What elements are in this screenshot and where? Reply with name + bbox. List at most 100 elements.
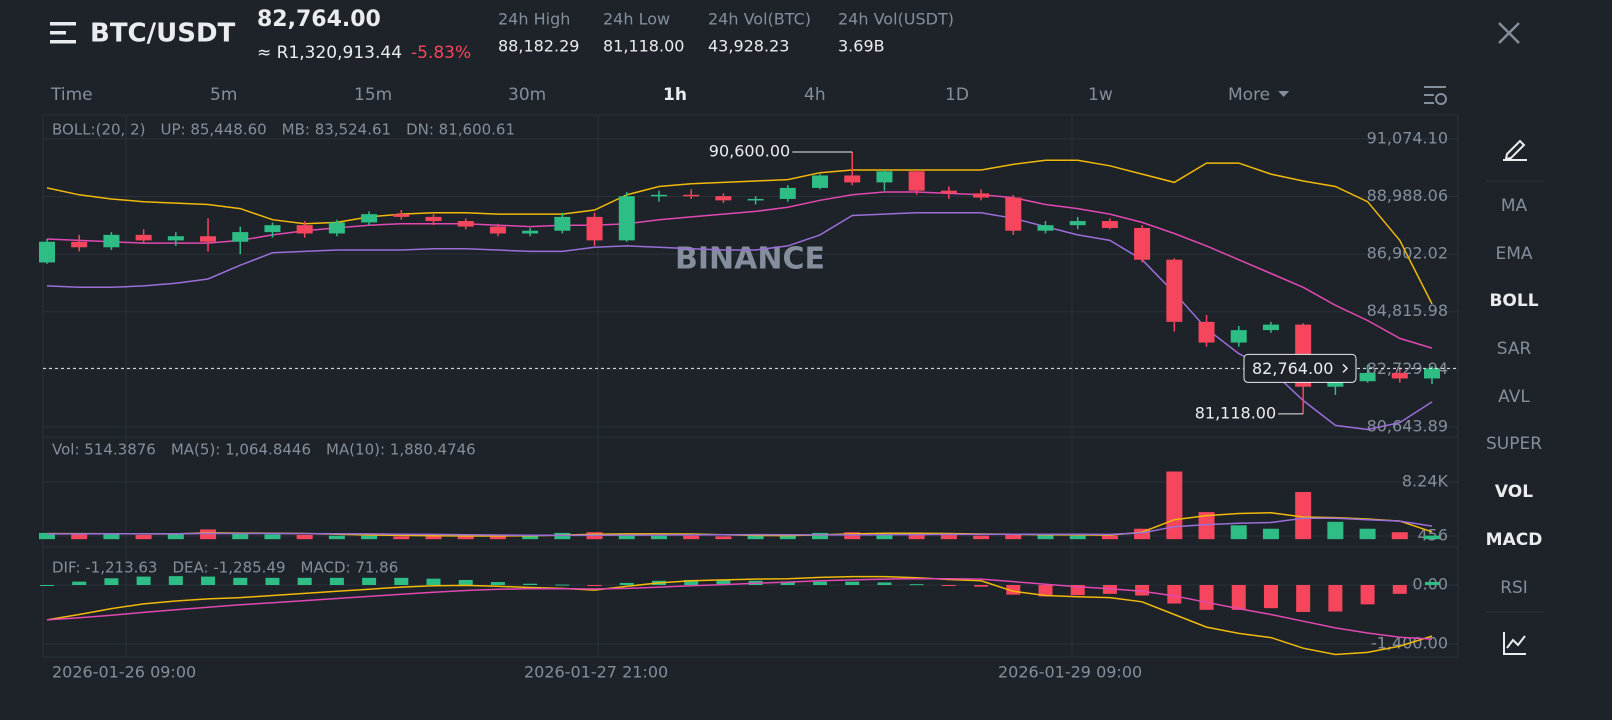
dropdown-arrow bbox=[1278, 91, 1290, 97]
candle-body bbox=[328, 222, 345, 234]
macd-bar bbox=[1231, 585, 1246, 610]
volume-bar bbox=[328, 535, 345, 540]
indicator-tab[interactable]: VOL bbox=[1495, 482, 1533, 502]
indicator-line bbox=[46, 191, 1433, 349]
draw-tool[interactable] bbox=[1503, 139, 1527, 161]
interval-tab[interactable]: 5m bbox=[210, 85, 237, 105]
candle-body bbox=[1327, 381, 1344, 387]
candle-body bbox=[393, 214, 410, 217]
chart-settings[interactable] bbox=[1424, 86, 1447, 105]
close-button[interactable] bbox=[1498, 22, 1520, 44]
interval-tab[interactable]: 30m bbox=[508, 85, 546, 105]
candle-body bbox=[1391, 372, 1408, 379]
legend-item: DEA: -1,285.49 bbox=[172, 559, 285, 577]
volume-bar bbox=[618, 533, 635, 540]
icon bbox=[1504, 139, 1526, 161]
volume-bar bbox=[1101, 535, 1118, 540]
time-label: 2026-01-27 21:00 bbox=[524, 663, 668, 682]
fiat-price: ≈ R1,320,913.44 bbox=[257, 43, 402, 63]
candle-body bbox=[940, 190, 957, 194]
high-marker: 90,600.00 bbox=[709, 142, 790, 161]
icon bbox=[1503, 632, 1526, 655]
macd-bar bbox=[72, 581, 87, 585]
candle-body bbox=[1424, 368, 1440, 379]
indicator-tab[interactable]: EMA bbox=[1495, 244, 1532, 264]
candle-body bbox=[1037, 225, 1054, 231]
indicator-tab[interactable]: BOLL bbox=[1489, 291, 1538, 311]
indicator-tab[interactable]: MACD bbox=[1486, 530, 1543, 550]
candle-body bbox=[844, 175, 861, 183]
legend-item: UP: 85,448.60 bbox=[160, 121, 266, 139]
y-tick-label: 84,815.98 bbox=[1367, 301, 1448, 320]
candle-body bbox=[812, 175, 829, 188]
macd-bar bbox=[941, 585, 956, 586]
interval-tab[interactable]: More bbox=[1228, 85, 1270, 105]
macd-bar bbox=[1263, 585, 1278, 609]
macd-bar bbox=[523, 583, 538, 585]
icon-bar bbox=[50, 31, 66, 35]
volume-bar bbox=[1198, 512, 1215, 540]
low-marker: 81,118.00 bbox=[1195, 403, 1276, 422]
indicator-line bbox=[46, 159, 1433, 305]
macd-bar bbox=[813, 581, 828, 585]
stat-value: 81,118.00 bbox=[603, 37, 684, 56]
menu-button[interactable] bbox=[50, 22, 76, 44]
interval-tab[interactable]: 1D bbox=[945, 85, 969, 105]
candle-body bbox=[103, 234, 120, 248]
indicator-tab[interactable]: MA bbox=[1501, 196, 1528, 216]
legend-item: MA(5): 1,064.8446 bbox=[171, 441, 311, 459]
candle-body bbox=[1134, 227, 1151, 260]
indicator-tab[interactable]: AVL bbox=[1498, 387, 1530, 407]
volume-bar bbox=[103, 533, 120, 540]
icon-bar bbox=[50, 22, 76, 26]
indicator-line bbox=[46, 577, 1433, 640]
interval-tab[interactable]: 1w bbox=[1088, 85, 1113, 105]
indicator-tab[interactable]: RSI bbox=[1500, 578, 1528, 598]
interval-tab[interactable]: 4h bbox=[804, 85, 826, 105]
macd-bar bbox=[974, 585, 989, 587]
volume-bar bbox=[1424, 535, 1440, 540]
candle-body bbox=[908, 171, 925, 191]
interval-tab[interactable]: 15m bbox=[354, 85, 392, 105]
indicator-line bbox=[47, 517, 1433, 537]
macd-bar bbox=[1328, 585, 1343, 612]
volume-bar bbox=[650, 535, 667, 540]
volume-bar bbox=[489, 535, 506, 540]
volume-bar bbox=[1295, 491, 1312, 540]
volume-bar bbox=[200, 529, 217, 540]
macd-bar bbox=[1006, 585, 1021, 595]
macd-bar bbox=[1199, 585, 1214, 610]
volume-bar bbox=[167, 534, 184, 540]
indicator-tool[interactable] bbox=[1503, 632, 1526, 655]
last-price-box[interactable] bbox=[1243, 353, 1357, 383]
volume-bar bbox=[296, 534, 313, 540]
macd-bar bbox=[136, 576, 151, 585]
candle-body bbox=[489, 226, 506, 234]
change: -5.83% bbox=[411, 43, 471, 63]
candle-body bbox=[296, 225, 313, 234]
macd-bar bbox=[362, 577, 377, 585]
macd-bar bbox=[297, 577, 312, 585]
macd-bar bbox=[426, 578, 441, 585]
candle-body bbox=[71, 241, 88, 248]
stat-value: 43,928.23 bbox=[708, 37, 789, 56]
macd-bar bbox=[329, 577, 344, 585]
interval-tab[interactable]: 1h bbox=[663, 85, 687, 105]
indicator-tab[interactable]: SAR bbox=[1497, 339, 1532, 359]
candle-body bbox=[522, 230, 539, 234]
volume-bar bbox=[1391, 532, 1408, 540]
indicator-tab[interactable]: SUPER bbox=[1486, 434, 1542, 454]
chart-frame bbox=[42, 114, 1459, 658]
stat-value: 3.69B bbox=[838, 37, 885, 56]
legend-item: MACD: 71.86 bbox=[301, 559, 399, 577]
candle-body bbox=[1198, 321, 1215, 343]
macd-bar bbox=[394, 577, 409, 585]
legend-item: Vol: 514.3876 bbox=[52, 441, 156, 459]
interval-tab[interactable]: Time bbox=[50, 85, 93, 105]
volume-bar bbox=[457, 535, 474, 540]
volume-bar bbox=[844, 532, 861, 540]
y-tick-label: 91,074.10 bbox=[1367, 128, 1448, 147]
indicator-line bbox=[46, 575, 1433, 656]
candle-body bbox=[135, 234, 152, 241]
